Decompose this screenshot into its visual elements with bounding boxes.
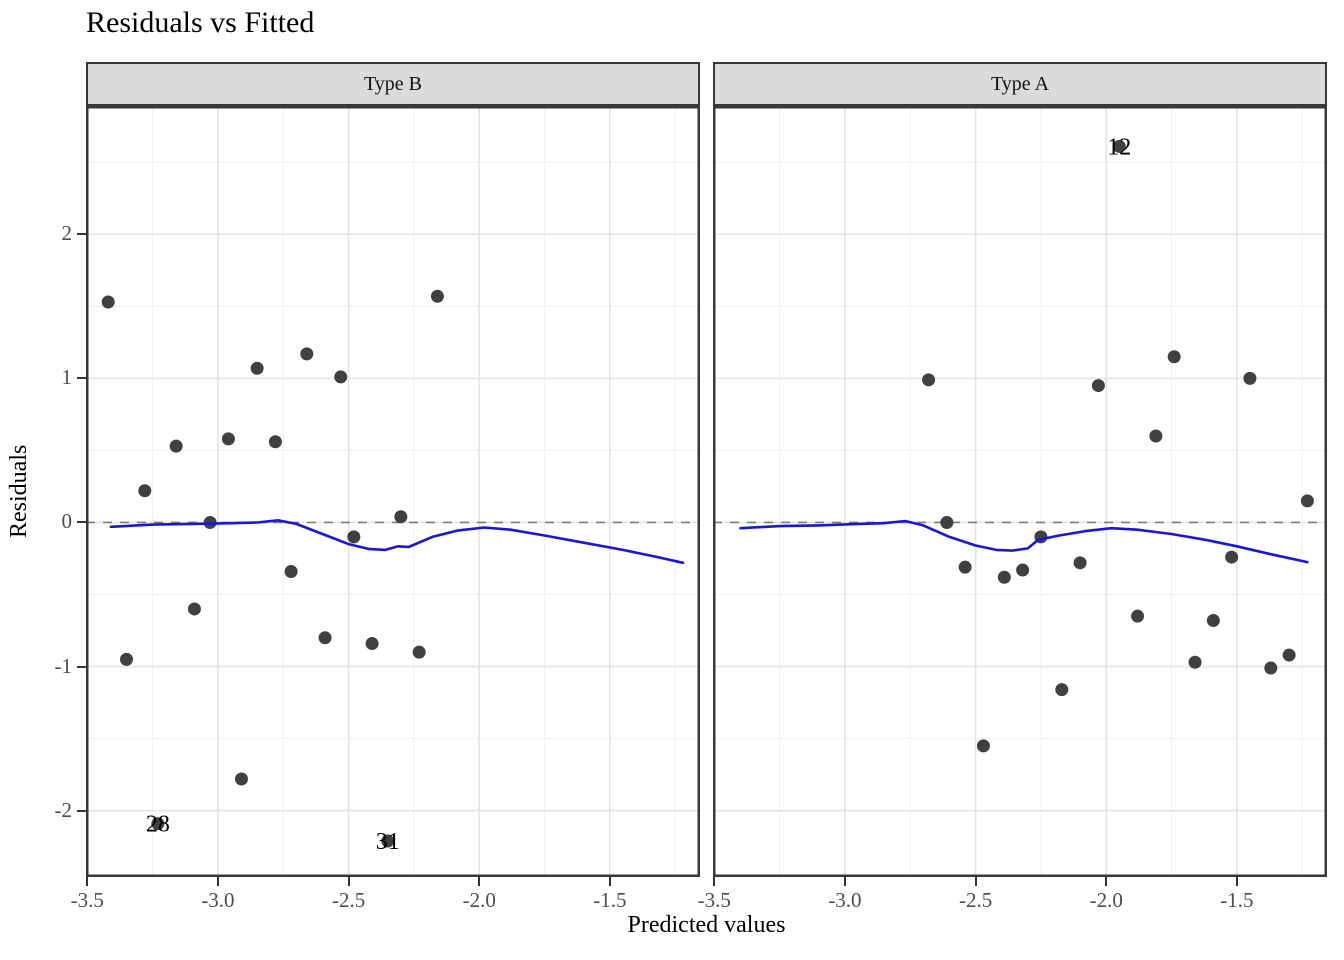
smooth-line bbox=[739, 519, 1309, 564]
data-point bbox=[1016, 563, 1030, 577]
data-point bbox=[1055, 683, 1069, 697]
data-point bbox=[958, 560, 972, 574]
x-tick-mark bbox=[347, 877, 350, 886]
y-tick-mark bbox=[77, 809, 86, 812]
data-point bbox=[1225, 550, 1239, 564]
y-tick-label: 1 bbox=[61, 365, 73, 390]
y-tick-label: -2 bbox=[54, 797, 73, 822]
data-point bbox=[250, 361, 264, 375]
x-tick-mark bbox=[974, 877, 977, 886]
data-point bbox=[997, 570, 1011, 584]
data-point bbox=[284, 564, 298, 578]
x-tick-mark bbox=[478, 877, 481, 886]
y-tick-label: 0 bbox=[61, 509, 73, 534]
data-point bbox=[976, 739, 990, 753]
data-point bbox=[1131, 609, 1145, 623]
facet-strip-type-b: Type B bbox=[86, 62, 700, 106]
x-tick-label: -2.5 bbox=[958, 888, 993, 912]
data-point bbox=[412, 645, 426, 659]
y-tick-label: -1 bbox=[54, 653, 73, 678]
x-tick-label: -3.5 bbox=[70, 888, 104, 912]
data-point bbox=[1188, 655, 1202, 669]
data-point bbox=[138, 484, 152, 498]
point-label: 28 bbox=[146, 812, 170, 838]
data-point bbox=[922, 373, 936, 387]
panel-border bbox=[86, 106, 700, 877]
y-tick-mark bbox=[77, 665, 86, 668]
data-point bbox=[221, 432, 235, 446]
data-point-outlier bbox=[151, 817, 165, 831]
y-tick-mark bbox=[77, 377, 86, 380]
x-tick-mark bbox=[843, 877, 846, 886]
data-point bbox=[347, 530, 361, 544]
x-tick-label: -1.5 bbox=[593, 888, 627, 912]
data-point bbox=[1073, 556, 1087, 570]
data-point bbox=[268, 435, 282, 449]
data-point bbox=[430, 289, 444, 303]
data-point bbox=[234, 772, 248, 786]
data-point bbox=[940, 515, 954, 529]
y-tick-label: 2 bbox=[61, 221, 73, 246]
data-point bbox=[334, 370, 348, 384]
data-point bbox=[394, 510, 408, 524]
x-tick-mark bbox=[713, 877, 716, 886]
x-tick-mark bbox=[1235, 877, 1238, 886]
smooth-line bbox=[109, 519, 685, 565]
data-point bbox=[1264, 661, 1278, 675]
data-point bbox=[119, 652, 133, 666]
x-axis-title: Predicted values bbox=[627, 912, 786, 938]
point-label: 31 bbox=[376, 829, 400, 855]
x-tick-label: -3.0 bbox=[201, 888, 235, 912]
panel-plot-type-a: 12 bbox=[713, 106, 1327, 877]
data-point bbox=[1300, 494, 1314, 508]
data-point bbox=[300, 347, 314, 361]
facet-strip-type-a: Type A bbox=[713, 62, 1327, 106]
x-tick-mark bbox=[86, 877, 89, 886]
data-point bbox=[1091, 379, 1105, 393]
data-point-outlier bbox=[381, 834, 395, 848]
plot-title: Residuals vs Fitted bbox=[86, 6, 315, 39]
data-point bbox=[1167, 350, 1181, 364]
x-tick-label: -1.5 bbox=[1220, 888, 1254, 912]
data-point bbox=[101, 295, 115, 309]
point-label: 12 bbox=[1107, 134, 1131, 160]
data-point bbox=[1282, 648, 1296, 662]
y-tick-mark bbox=[77, 233, 86, 236]
x-tick-label: -3.5 bbox=[697, 888, 731, 912]
panel-plot-type-b: 28 31 bbox=[86, 106, 700, 877]
x-tick-label: -2.5 bbox=[331, 888, 366, 912]
x-tick-label: -3.0 bbox=[828, 888, 862, 912]
data-point bbox=[365, 637, 379, 651]
data-point bbox=[1206, 613, 1220, 627]
data-point-outlier bbox=[1112, 139, 1126, 153]
data-point bbox=[187, 602, 201, 616]
facet-strip-label: Type A bbox=[990, 72, 1050, 95]
x-tick-label: -2.0 bbox=[462, 888, 496, 912]
x-tick-mark bbox=[216, 877, 219, 886]
data-point bbox=[318, 631, 332, 645]
facet-strip-label: Type B bbox=[363, 72, 423, 95]
x-tick-mark bbox=[1105, 877, 1108, 886]
data-point bbox=[1149, 429, 1163, 443]
panel-border bbox=[713, 106, 1327, 877]
y-tick-mark bbox=[77, 521, 86, 524]
x-tick-mark bbox=[608, 877, 611, 886]
x-tick-label: -2.0 bbox=[1089, 888, 1123, 912]
data-point bbox=[1243, 371, 1257, 385]
data-point bbox=[169, 439, 183, 453]
